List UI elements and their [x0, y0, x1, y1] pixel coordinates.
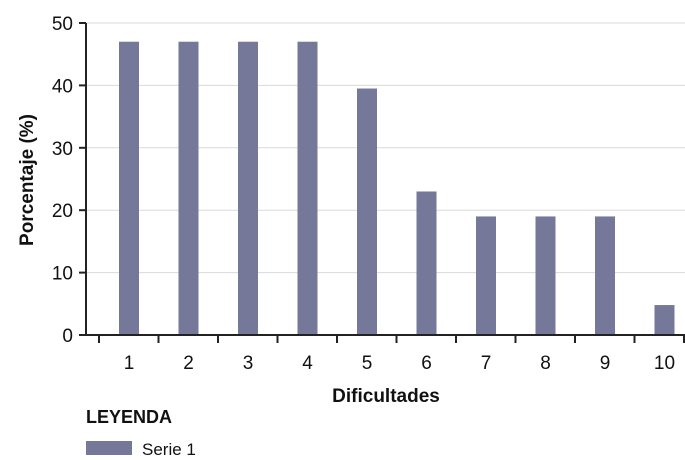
bar: [297, 41, 318, 335]
y-tick-label: 50: [52, 14, 73, 35]
x-tick-label: 8: [540, 353, 551, 374]
x-axis-title: Dificultades: [332, 386, 440, 407]
bar: [535, 216, 556, 335]
legend-title: LEYENDA: [86, 407, 172, 427]
bar: [119, 41, 139, 335]
axes: [85, 23, 685, 336]
y-tick-label: 10: [52, 264, 73, 285]
y-ticks: 0 10 20 30 40 50: [52, 14, 86, 347]
x-ticks: 1 2 3 4 5 6 7 8 9 10: [98, 335, 685, 374]
bar: [416, 191, 437, 335]
x-tick-label: 6: [421, 353, 432, 374]
bar: [476, 216, 496, 335]
bar: [654, 305, 675, 335]
x-tick-label: 4: [302, 353, 313, 374]
y-tick-label: 0: [62, 326, 73, 347]
y-tick-label: 30: [52, 139, 73, 160]
y-axis-title: Porcentaje (%): [17, 114, 38, 246]
x-tick-label: 3: [243, 353, 254, 374]
bar: [238, 41, 258, 335]
y-tick-label: 20: [52, 201, 73, 222]
legend-label: Serie 1: [142, 440, 196, 455]
legend: LEYENDA Serie 1: [86, 407, 196, 459]
legend-swatch: [86, 441, 132, 455]
bar: [357, 88, 377, 336]
x-tick-label: 9: [600, 353, 611, 374]
bar: [178, 41, 199, 335]
y-tick-label: 40: [52, 76, 73, 97]
x-tick-label: 1: [124, 353, 135, 374]
bar: [595, 216, 615, 335]
x-tick-label: 2: [183, 353, 194, 374]
x-tick-label: 5: [362, 353, 373, 374]
x-tick-label: 7: [481, 353, 492, 374]
x-tick-label: 10: [654, 353, 675, 374]
bars: [119, 41, 675, 336]
